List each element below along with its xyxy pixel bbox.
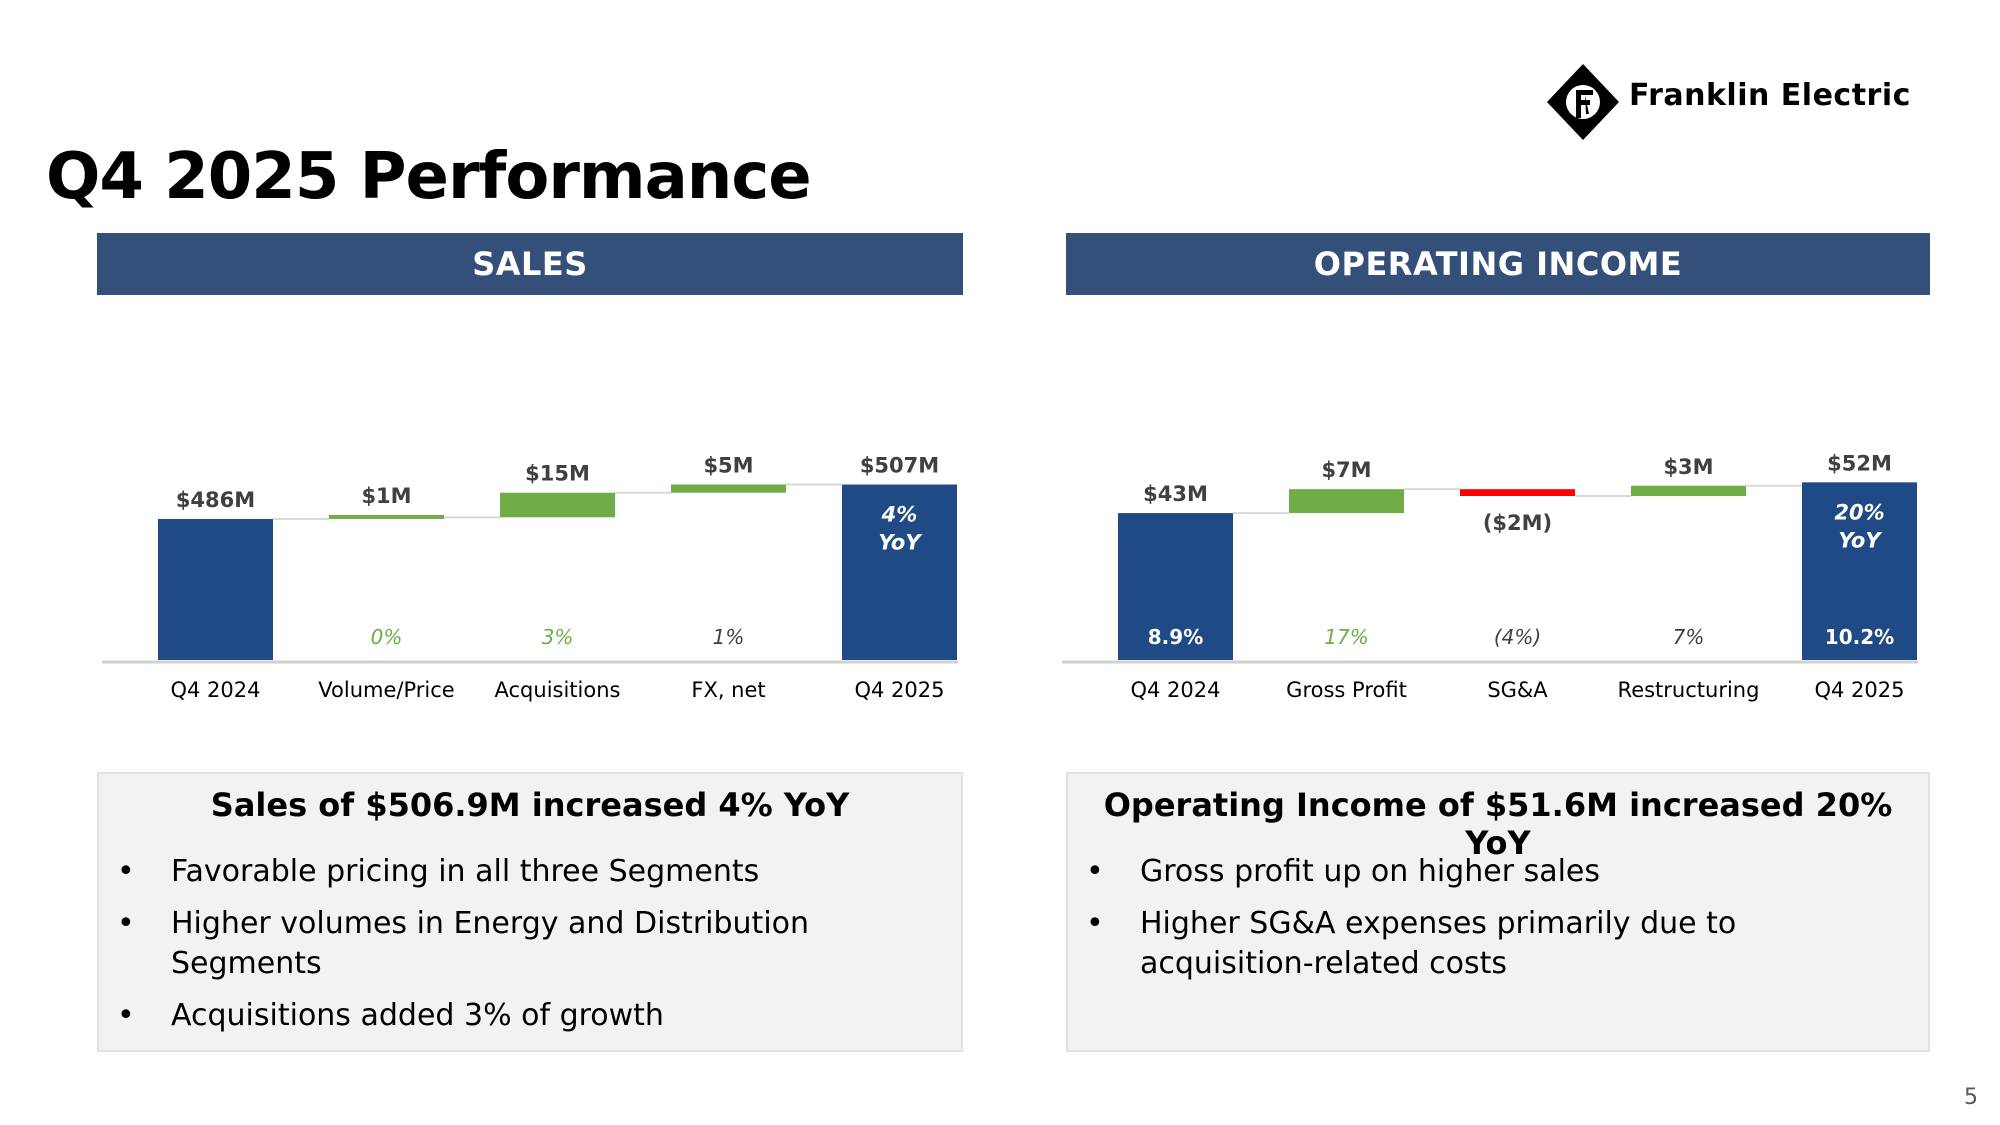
- percent-label: 1%: [713, 625, 745, 649]
- operating-income-bullet-list: Gross profit up on higher sales Higher S…: [1086, 852, 1908, 996]
- company-name: Franklin Electric: [1629, 78, 1911, 113]
- waterfall-bar: [671, 484, 786, 493]
- category-label: Q4 2025: [854, 678, 944, 702]
- list-item: Higher SG&A expenses primarily due to ac…: [1086, 904, 1908, 984]
- yoy-label: YoY: [1838, 528, 1882, 552]
- list-item: Acquisitions added 3% of growth: [117, 996, 941, 1036]
- percent-label: (4%): [1494, 625, 1541, 649]
- list-item: Favorable pricing in all three Segments: [117, 852, 941, 892]
- category-label: Q4 2024: [1130, 678, 1220, 702]
- operating-income-header: OPERATING INCOME: [1066, 233, 1930, 295]
- operating-income-summary-headline: Operating Income of $51.6M increased 20%…: [1103, 786, 1893, 862]
- operating-income-chart: $43M 8.9% Q4 2024 $7M 17% Gross Profit ($2M) (4…: [1050, 360, 1930, 720]
- company-logo: Franklin Electric: [1545, 60, 1935, 145]
- waterfall-bar: [1802, 482, 1917, 660]
- category-label: Restructuring: [1618, 678, 1760, 702]
- waterfall-bar: [1289, 489, 1404, 514]
- operating-income-waterfall-svg: $43M 8.9% Q4 2024 $7M 17% Gross Profit ($2M) (4…: [1062, 451, 1918, 702]
- sales-bullet-list: Favorable pricing in all three Segments …: [117, 852, 941, 1048]
- waterfall-bar: [1460, 489, 1575, 496]
- waterfall-bar: [1118, 513, 1233, 660]
- percent-label: 0%: [371, 625, 403, 649]
- percent-label: 17%: [1324, 625, 1368, 649]
- sales-summary-headline: Sales of $506.9M increased 4% YoY: [210, 786, 850, 824]
- waterfall-bar: [158, 518, 273, 660]
- sales-header: SALES: [97, 233, 963, 295]
- data-label: $15M: [525, 462, 590, 486]
- page-title: Q4 2025 Performance: [46, 140, 812, 214]
- franklin-diamond-logo-icon: [1547, 64, 1619, 140]
- category-label: Acquisitions: [495, 678, 621, 702]
- percent-label: 3%: [542, 625, 574, 649]
- yoy-label: YoY: [878, 531, 922, 555]
- operating-income-summary-box: Operating Income of $51.6M increased 20%…: [1066, 772, 1930, 1052]
- percent-label: 10.2%: [1825, 625, 1894, 649]
- category-label: Volume/Price: [318, 678, 454, 702]
- waterfall-bar: [500, 492, 615, 518]
- data-label: $7M: [1321, 458, 1371, 482]
- waterfall-bar: [329, 514, 444, 519]
- sales-summary-box: Sales of $506.9M increased 4% YoY Favora…: [97, 772, 963, 1052]
- percent-label: 8.9%: [1148, 625, 1203, 649]
- list-item: Gross profit up on higher sales: [1086, 852, 1908, 892]
- percent-label: 7%: [1673, 625, 1705, 649]
- data-label: ($2M): [1483, 511, 1552, 535]
- sales-chart: $486M Q4 2024 $1M 0% Volume/Price $15M 3% Acqui…: [90, 360, 970, 720]
- waterfall-bar: [842, 484, 957, 660]
- data-label: $507M: [860, 454, 939, 478]
- category-label: Q4 2025: [1814, 678, 1904, 702]
- waterfall-bar: [1631, 485, 1746, 496]
- data-label: $43M: [1143, 482, 1208, 506]
- data-label: $1M: [361, 484, 411, 508]
- list-item: Higher volumes in Energy and Distributio…: [117, 904, 941, 984]
- data-label: $52M: [1827, 451, 1892, 475]
- data-label: $3M: [1663, 455, 1713, 479]
- category-label: SG&A: [1487, 678, 1548, 702]
- category-label: Q4 2024: [170, 678, 260, 702]
- data-label: $5M: [703, 454, 753, 478]
- page-number: 5: [1964, 1085, 1978, 1110]
- category-label: Gross Profit: [1286, 678, 1407, 702]
- yoy-label: 20%: [1834, 500, 1884, 524]
- data-label: $486M: [176, 488, 255, 512]
- category-label: FX, net: [691, 678, 765, 702]
- sales-waterfall-svg: $486M Q4 2024 $1M 0% Volume/Price $15M 3% Acqui…: [102, 454, 958, 702]
- yoy-label: 4%: [881, 503, 918, 527]
